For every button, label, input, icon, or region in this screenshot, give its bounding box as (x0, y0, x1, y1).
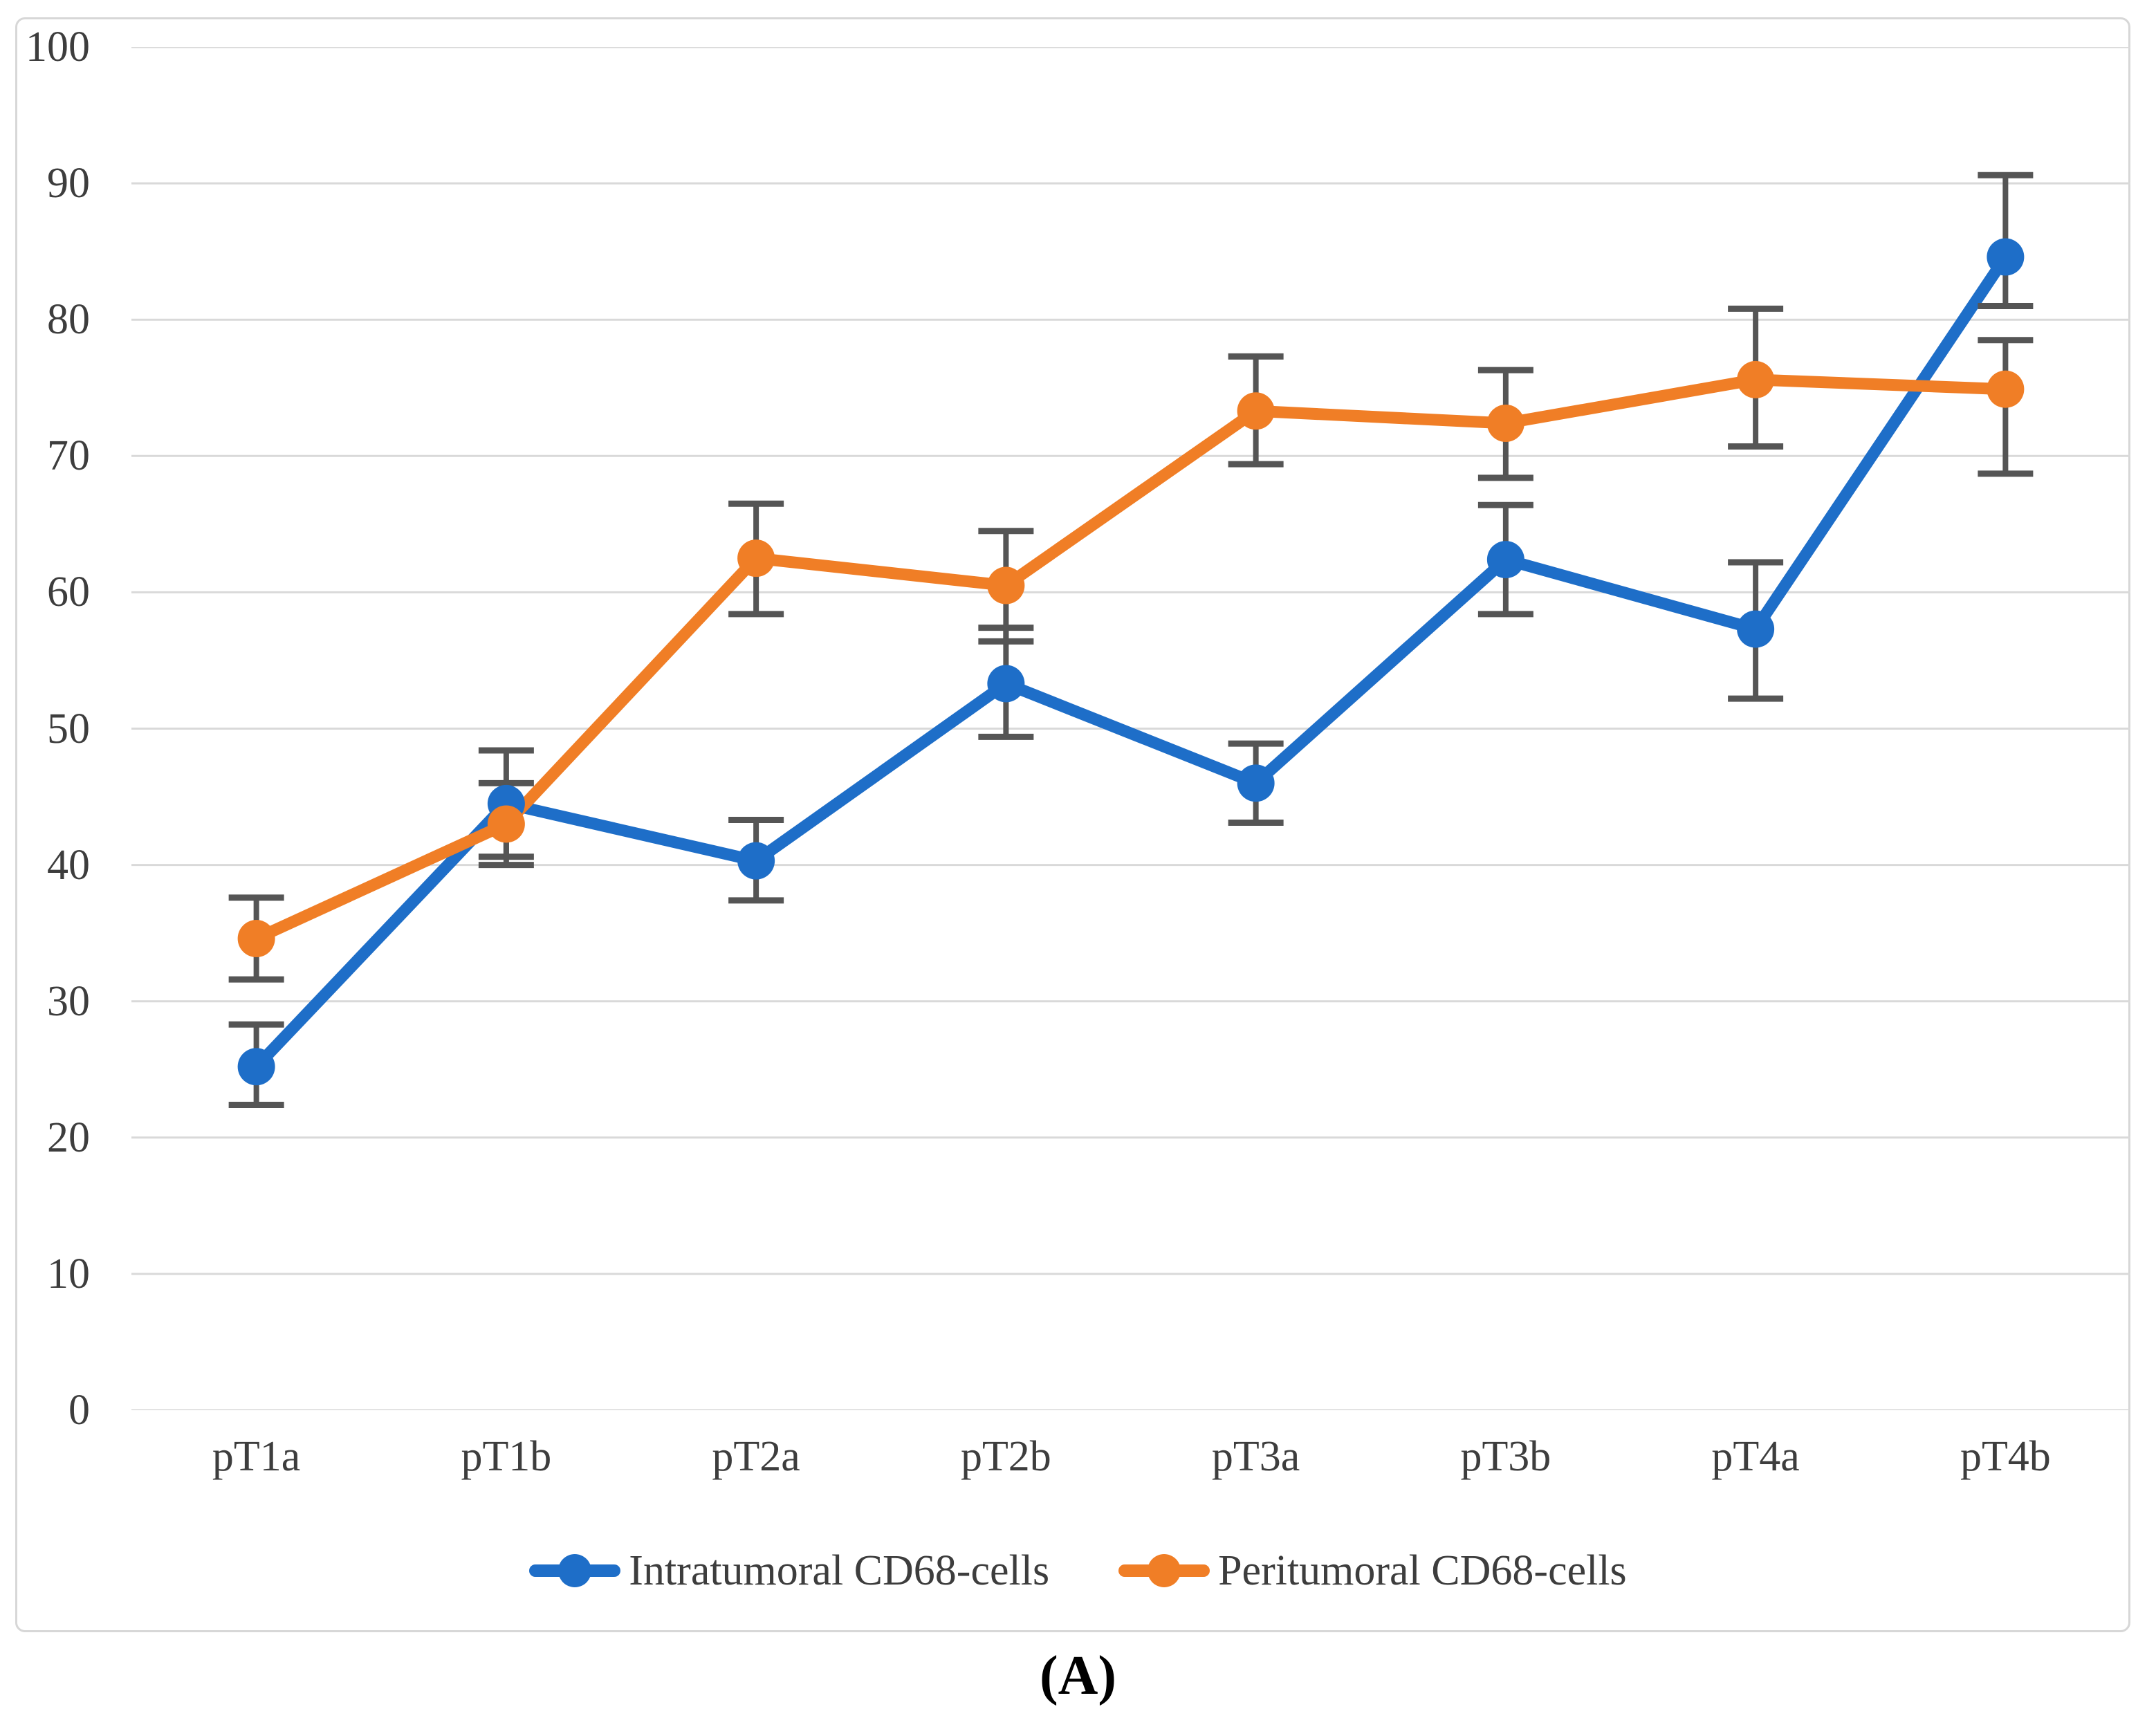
series-line (250, 373, 2011, 945)
legend-dot-swatch (1148, 1554, 1181, 1587)
y-tick-label: 0 (68, 1387, 90, 1434)
y-tick-label: 40 (47, 841, 90, 889)
line-circle-marker-icon (1118, 1554, 1210, 1587)
y-tick-label: 50 (47, 705, 90, 752)
series-line (250, 251, 2011, 1073)
y-tick-label: 10 (47, 1250, 90, 1297)
data-point-marker (1486, 404, 1524, 442)
x-tick-label: pT3a (1211, 1433, 1300, 1480)
data-point-marker (1486, 541, 1524, 579)
y-tick-label: 80 (47, 296, 90, 344)
data-point-marker (237, 920, 275, 958)
data-point-marker (987, 665, 1025, 703)
x-tick-label: pT2a (712, 1433, 800, 1480)
y-tick-label: 90 (47, 160, 90, 207)
legend-label: Peritumoral CD68-cells (1218, 1546, 1627, 1594)
legend-label: Intratumoral CD68-cells (629, 1546, 1050, 1594)
legend-item-intratumoral: Intratumoral CD68-cells (529, 1541, 1049, 1600)
y-tick-label: 30 (47, 977, 90, 1025)
data-point-marker (1987, 370, 2025, 408)
figure-panel-label: (A) (1039, 1645, 1117, 1706)
y-tick-label: 100 (26, 24, 90, 71)
legend-item-peritumoral: Peritumoral CD68-cells (1118, 1541, 1627, 1600)
data-point-marker (1987, 238, 2025, 276)
x-tick-label: pT4a (1711, 1433, 1800, 1480)
x-tick-label: pT4b (1960, 1433, 2051, 1480)
data-point-marker (1737, 610, 1775, 648)
data-point-marker (1737, 360, 1775, 398)
x-tick-label: pT3b (1460, 1433, 1551, 1480)
data-point-marker (237, 1048, 275, 1086)
legend-dot-swatch (558, 1554, 592, 1587)
data-point-marker (487, 805, 525, 843)
plot-area (131, 47, 2130, 1410)
data-point-marker (1237, 764, 1275, 802)
x-tick-label: pT1b (461, 1433, 552, 1480)
chart-border (15, 17, 2130, 1632)
x-tick-label: pT1a (212, 1433, 301, 1480)
y-tick-label: 60 (47, 569, 90, 616)
legend: Intratumoral CD68-cells Peritumoral CD68… (0, 1541, 2156, 1600)
x-tick-label: pT2b (960, 1433, 1051, 1480)
data-point-marker (737, 539, 775, 578)
y-tick-label: 70 (47, 432, 90, 480)
y-tick-label: 20 (47, 1114, 90, 1161)
data-point-marker (1237, 392, 1275, 430)
data-point-marker (737, 842, 775, 880)
line-circle-marker-icon (529, 1554, 621, 1587)
data-point-marker (987, 566, 1025, 604)
